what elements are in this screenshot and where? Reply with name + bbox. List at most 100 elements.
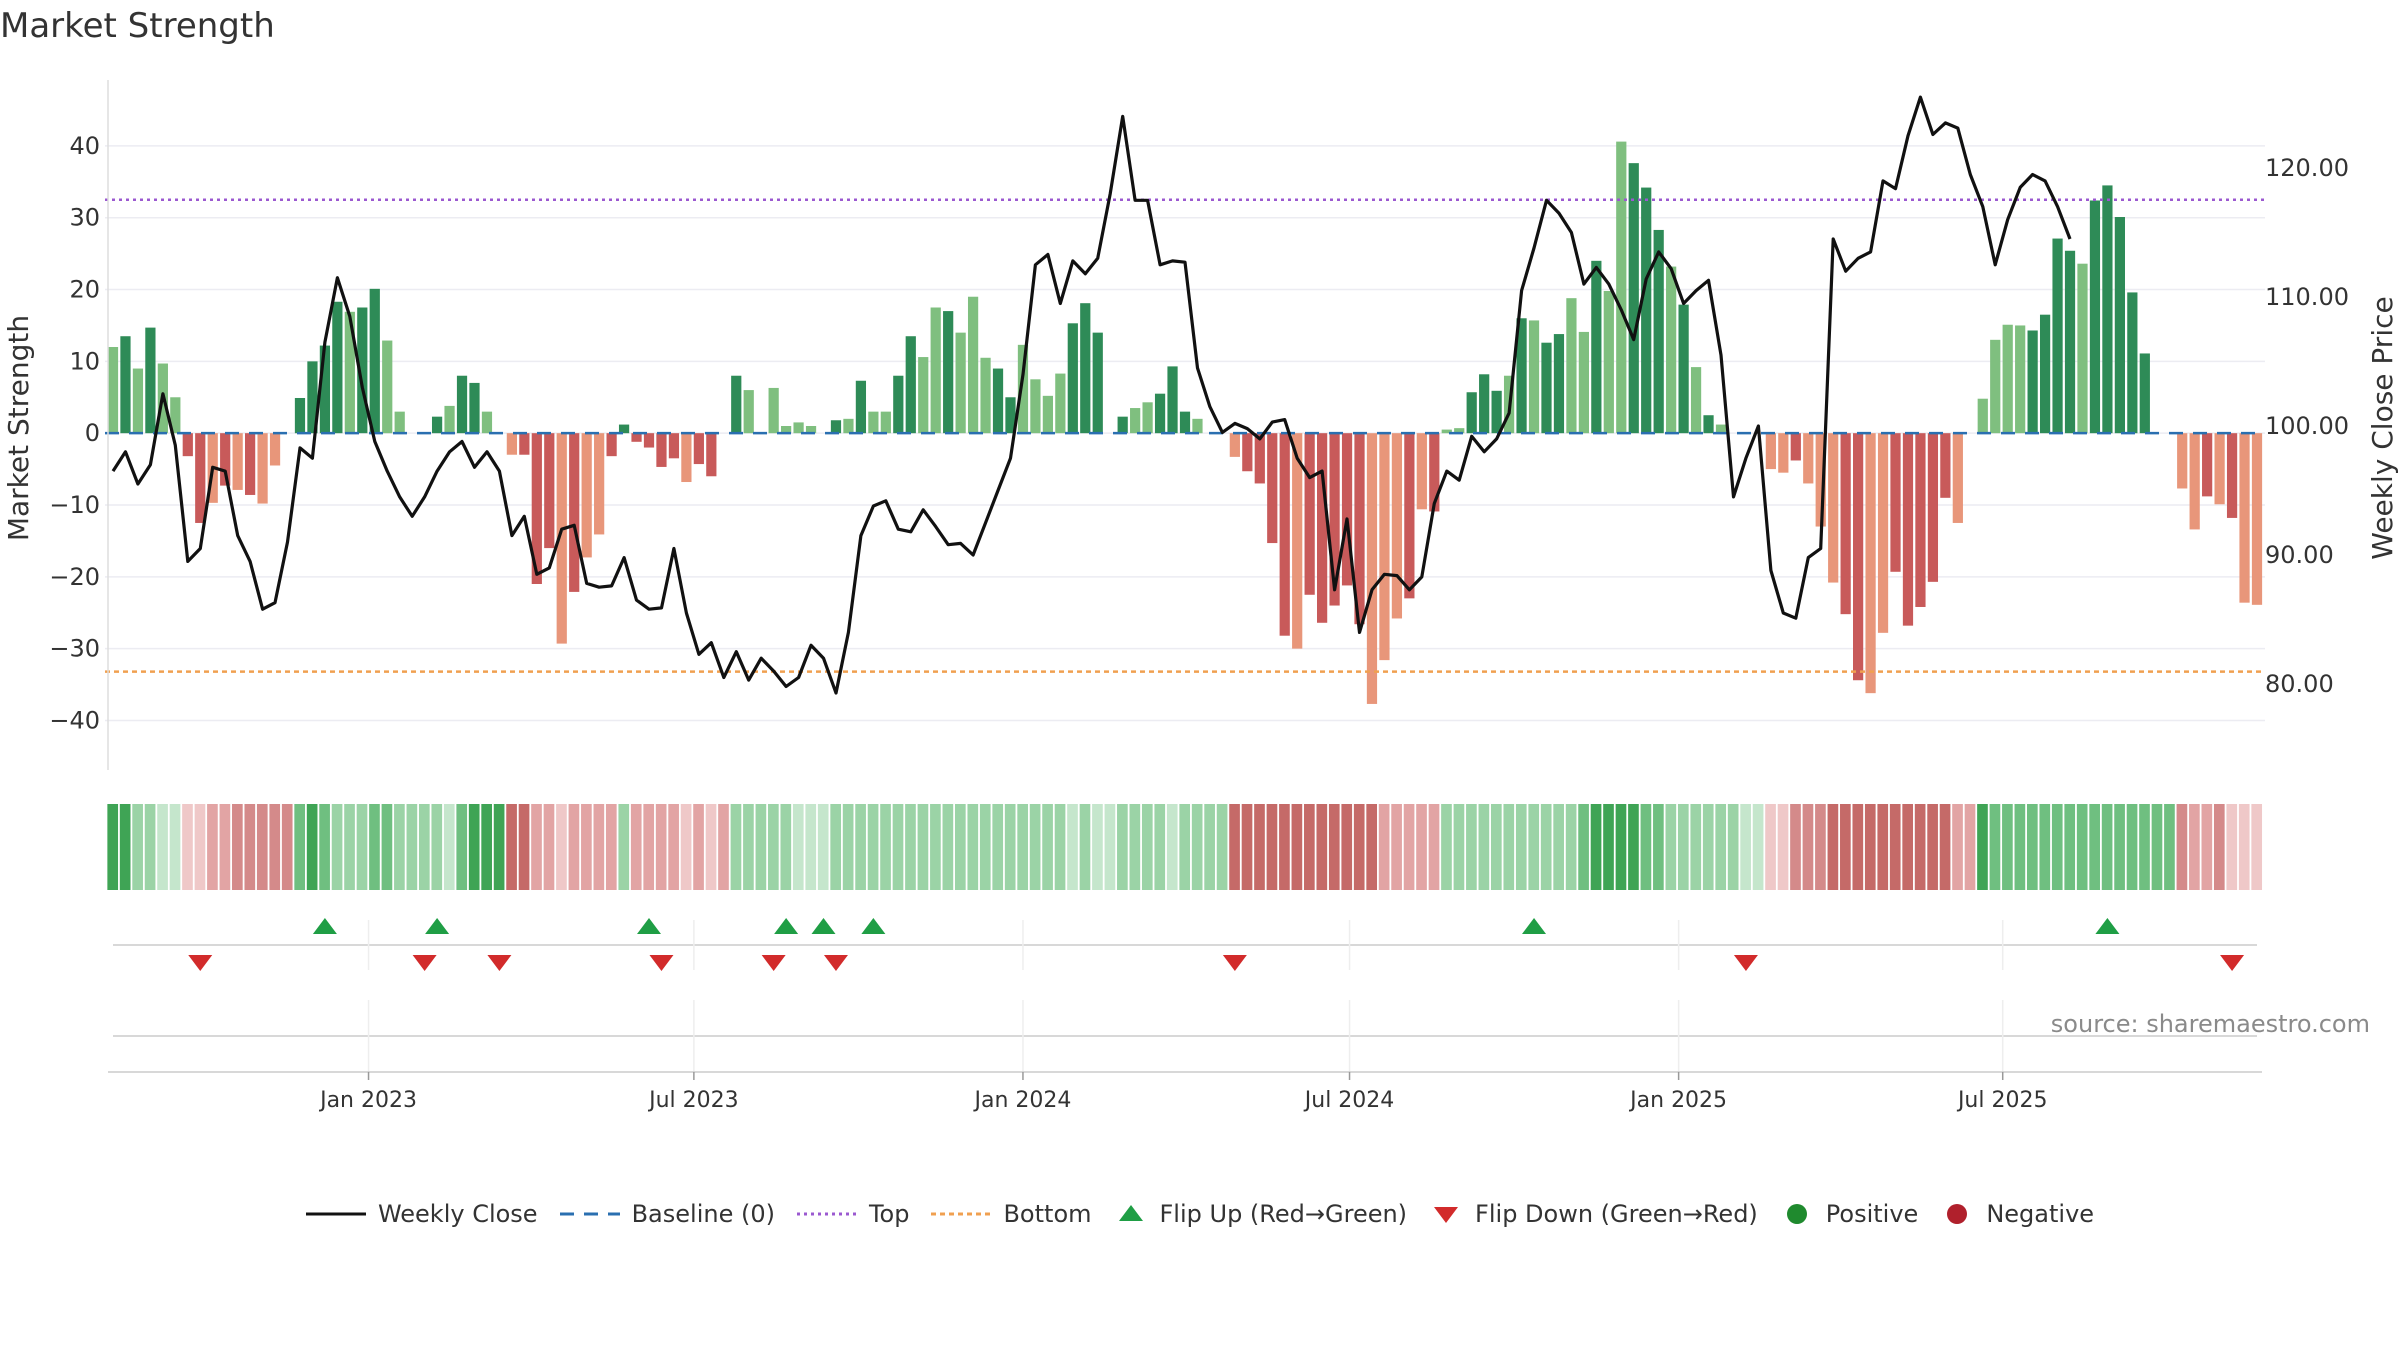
- heat-cell: [668, 804, 679, 890]
- heat-cell: [1628, 804, 1639, 890]
- legend-item-flip-up[interactable]: Flip Up (Red→Green): [1114, 1200, 1408, 1228]
- flip-up-marker: [1522, 918, 1547, 934]
- heat-cell: [1241, 804, 1253, 890]
- strength-bar: [469, 382, 480, 434]
- heat-cell: [1540, 804, 1552, 890]
- strength-bar: [269, 433, 281, 466]
- heat-cell: [1578, 804, 1589, 890]
- heat-cell: [543, 804, 555, 890]
- heat-cell: [718, 804, 729, 890]
- heat-cell: [2014, 804, 2026, 890]
- heat-cell: [1017, 804, 1028, 890]
- legend-item-positive[interactable]: Positive: [1780, 1200, 1919, 1228]
- x-tick-label: Jul 2024: [1303, 1088, 1395, 1113]
- strength-bar: [1528, 320, 1540, 434]
- strength-bar: [1977, 398, 1988, 434]
- legend-label: Flip Down (Green→Red): [1475, 1200, 1758, 1228]
- heat-cell: [294, 804, 306, 890]
- heat-cell: [1341, 804, 1353, 890]
- heat-cell: [369, 804, 380, 890]
- strength-bar: [2214, 433, 2225, 505]
- legend-label: Flip Up (Red→Green): [1159, 1200, 1408, 1228]
- strength-bar: [1902, 433, 1914, 626]
- weekly-close-line-group: [111, 95, 2072, 695]
- heat-cell: [2139, 804, 2150, 890]
- heat-cell: [1166, 804, 1178, 890]
- strength-bar: [245, 433, 256, 495]
- heat-cell: [2151, 804, 2163, 890]
- heat-cell: [2201, 804, 2213, 890]
- strength-bar: [1416, 433, 1427, 510]
- legend-item-flip-down[interactable]: Flip Down (Green→Red): [1429, 1200, 1758, 1228]
- strength-bar: [1366, 433, 1378, 704]
- strength-bar: [1678, 304, 1689, 434]
- heat-cell: [269, 804, 281, 890]
- legend-item-negative[interactable]: Negative: [1940, 1200, 2094, 1228]
- strength-bar: [581, 433, 592, 558]
- y-tick-label-left: 10: [69, 347, 100, 375]
- heat-cell: [219, 804, 231, 890]
- strength-bar: [631, 433, 642, 442]
- strength-bar: [332, 301, 343, 434]
- heat-cell: [867, 804, 879, 890]
- strength-bar: [843, 418, 854, 434]
- legend-label: Positive: [1825, 1200, 1919, 1228]
- legend-item-bottom[interactable]: Bottom: [931, 1200, 1092, 1228]
- heat-cell: [992, 804, 1004, 890]
- heat-cell: [1815, 804, 1826, 890]
- strength-bar: [1778, 433, 1789, 473]
- heat-cell: [954, 804, 966, 890]
- heat-cell: [680, 804, 692, 890]
- strength-bar: [1703, 415, 1714, 434]
- heat-cell: [755, 804, 767, 890]
- top-swatch: [796, 1212, 857, 1216]
- strength-bar: [1491, 390, 1502, 434]
- strength-bar: [930, 307, 941, 434]
- strength-bar: [1840, 433, 1851, 615]
- heat-cell: [1092, 804, 1103, 890]
- heat-cell: [256, 804, 268, 890]
- heat-cell: [2213, 804, 2225, 890]
- heat-cell: [132, 804, 143, 890]
- heat-cell: [1117, 804, 1128, 890]
- flip-up-marker: [312, 918, 337, 934]
- strength-bar: [918, 357, 929, 434]
- heat-cell: [431, 804, 443, 890]
- heat-cell: [1378, 804, 1390, 890]
- strength-bar: [132, 368, 144, 434]
- strength-bar: [880, 411, 891, 434]
- strength-bar: [1379, 433, 1390, 661]
- flip-down-marker: [1222, 955, 1247, 971]
- legend-item-baseline[interactable]: Baseline (0): [559, 1200, 775, 1228]
- heat-cell: [456, 804, 468, 890]
- strength-bar: [481, 411, 493, 434]
- source-credit: source: sharemaestro.com: [2050, 1010, 2370, 1038]
- strength-bar: [618, 424, 630, 434]
- heat-cell: [1204, 804, 1215, 890]
- heat-cell: [1216, 804, 1228, 890]
- heat-cell: [2026, 804, 2038, 890]
- strength-bar: [830, 420, 842, 434]
- strength-bar: [967, 296, 979, 434]
- strength-bar: [344, 311, 355, 434]
- heat-cell: [1004, 804, 1016, 890]
- heat-cell: [2251, 804, 2263, 890]
- y-tick-label-left: 40: [69, 132, 100, 160]
- y-tick-label-right: 110.00: [2265, 283, 2349, 311]
- y-tick-label-left: −20: [49, 563, 100, 591]
- strength-bar: [506, 433, 517, 455]
- flip-down-marker: [1733, 955, 1758, 971]
- strength-bar: [2139, 353, 2150, 434]
- strength-bar: [1541, 342, 1552, 434]
- heat-cell: [1677, 804, 1689, 890]
- heat-cell: [2189, 804, 2200, 890]
- legend-item-weekly-close[interactable]: Weekly Close: [305, 1200, 538, 1228]
- legend-item-top[interactable]: Top: [796, 1200, 909, 1228]
- heat-cell: [1328, 804, 1340, 890]
- strength-bar: [1641, 187, 1652, 434]
- flip-up-marker: [861, 918, 886, 934]
- heat-cell: [805, 804, 817, 890]
- strength-bars: [107, 141, 2263, 704]
- x-tick-label: Jan 2024: [973, 1088, 1072, 1113]
- heat-cell: [1989, 804, 2001, 890]
